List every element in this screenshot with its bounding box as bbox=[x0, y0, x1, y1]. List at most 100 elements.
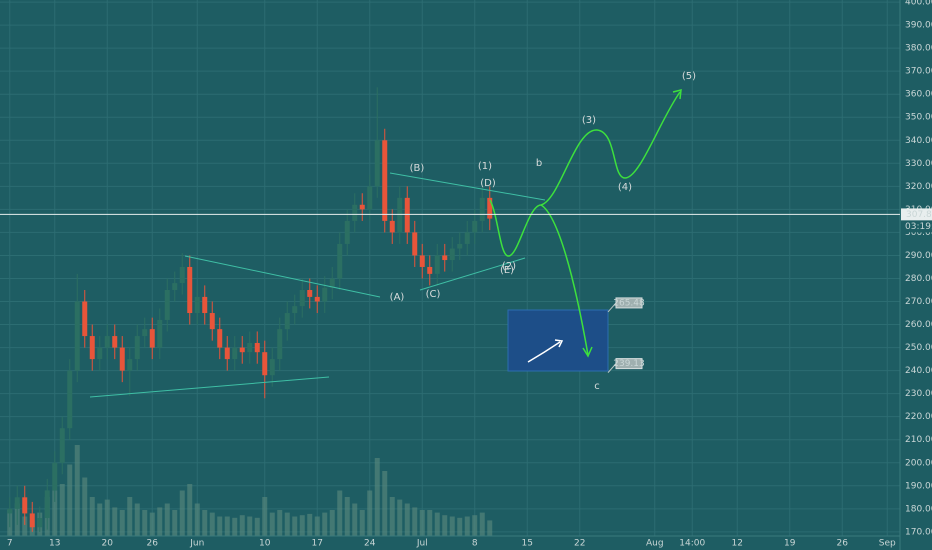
y-tick-label: 370.00 bbox=[905, 67, 932, 77]
arrow-head bbox=[582, 346, 593, 358]
volume-bar bbox=[209, 512, 215, 536]
volume-bar bbox=[434, 512, 440, 536]
volume-bar bbox=[179, 490, 185, 536]
wave-label: (C) bbox=[426, 289, 441, 300]
wave-label: c bbox=[594, 381, 600, 392]
candle-body bbox=[277, 329, 283, 360]
x-tick-label: 8 bbox=[472, 539, 478, 549]
y-tick-label: 350.00 bbox=[905, 113, 932, 123]
candle-body bbox=[374, 140, 380, 187]
volume-bar bbox=[127, 497, 133, 536]
candle-body bbox=[359, 204, 365, 210]
y-tick-label: 390.00 bbox=[905, 21, 932, 31]
y-tick-label: 240.00 bbox=[905, 366, 932, 376]
candle-body bbox=[472, 220, 478, 233]
volume-bar bbox=[149, 512, 155, 536]
volume-bar bbox=[359, 510, 365, 536]
last-price-box bbox=[901, 208, 932, 221]
wave-label: (A) bbox=[390, 292, 405, 303]
wave-label: (5) bbox=[682, 71, 696, 82]
candle-body bbox=[232, 347, 238, 360]
volume-bar bbox=[82, 477, 88, 536]
candle-body bbox=[487, 197, 493, 219]
candle-body bbox=[134, 336, 140, 360]
candle-body bbox=[67, 370, 73, 429]
candle-body bbox=[479, 197, 485, 221]
candle-body bbox=[119, 347, 125, 371]
volume-bar bbox=[104, 499, 110, 536]
trendline bbox=[419, 257, 526, 291]
x-tick-label: Jun bbox=[189, 539, 204, 549]
candle-body bbox=[442, 255, 448, 261]
candle-body bbox=[397, 197, 403, 233]
candle-body bbox=[187, 266, 193, 314]
volume bbox=[7, 445, 493, 536]
volume-bar bbox=[314, 516, 320, 536]
candle-body bbox=[209, 313, 215, 330]
volume-bar bbox=[329, 510, 335, 536]
y-tick-label: 400.00 bbox=[905, 0, 932, 8]
wave-label: (4) bbox=[618, 182, 632, 193]
candle-body bbox=[22, 497, 28, 514]
projection bbox=[540, 204, 589, 356]
candle-body bbox=[307, 289, 313, 297]
volume-bar bbox=[367, 490, 373, 536]
volume-bar bbox=[97, 503, 103, 536]
volume-bar bbox=[89, 497, 95, 536]
volume-bar bbox=[277, 510, 283, 536]
callout-label: 239.13 bbox=[613, 359, 645, 369]
volume-bar bbox=[397, 499, 403, 536]
x-tick-label: 26 bbox=[147, 539, 159, 549]
candle-body bbox=[89, 336, 95, 360]
candle-body bbox=[202, 296, 208, 314]
y-tick-label: 330.00 bbox=[905, 159, 932, 169]
volume-bar bbox=[262, 497, 268, 536]
volume-bar bbox=[389, 497, 395, 536]
wave-label: (2) bbox=[502, 261, 516, 272]
x-tick-label: 10 bbox=[259, 539, 271, 549]
wave-label: (B) bbox=[410, 163, 425, 174]
candle-body bbox=[299, 289, 305, 307]
candle-body bbox=[179, 266, 185, 284]
candle-body bbox=[44, 490, 50, 519]
callout-box bbox=[615, 358, 643, 370]
wave-label: (D) bbox=[480, 178, 496, 189]
volume-bar bbox=[344, 497, 350, 536]
wave-label: b bbox=[536, 158, 542, 169]
volume-bar bbox=[464, 516, 470, 536]
volume-bar bbox=[374, 458, 380, 536]
x-tick-label: 7 bbox=[7, 539, 13, 549]
countdown-label: 03:19:14 bbox=[905, 222, 932, 232]
candle-body bbox=[352, 204, 358, 221]
volume-bar bbox=[157, 507, 163, 536]
x-tick-label: 15 bbox=[522, 539, 533, 549]
candle-body bbox=[292, 306, 298, 314]
candle-body bbox=[247, 342, 253, 353]
candle-body bbox=[142, 329, 148, 337]
projection bbox=[489, 91, 681, 257]
candle-body bbox=[52, 462, 58, 491]
y-tick-label: 190.00 bbox=[905, 481, 932, 491]
volume-bar bbox=[479, 512, 485, 536]
candle-body bbox=[419, 255, 425, 267]
y-tick-label: 260.00 bbox=[905, 320, 932, 330]
candle-body bbox=[389, 220, 395, 233]
y-tick-label: 290.00 bbox=[905, 251, 932, 261]
volume-bar bbox=[307, 513, 313, 536]
y-tick-label: 230.00 bbox=[905, 389, 932, 399]
volume-bar bbox=[412, 507, 418, 536]
volume-bar bbox=[352, 503, 358, 536]
volume-bar bbox=[254, 517, 260, 536]
candle-body bbox=[157, 319, 163, 348]
last-price-label: 307.81 bbox=[906, 210, 932, 220]
volume-bar bbox=[382, 471, 388, 536]
callout-line bbox=[607, 302, 617, 313]
candle-body bbox=[224, 347, 230, 360]
x-tick-label: 22 bbox=[574, 539, 585, 549]
volume-bar bbox=[164, 503, 170, 536]
drawings bbox=[89, 89, 682, 398]
x-tick-label: 20 bbox=[102, 539, 114, 549]
volume-bar bbox=[142, 510, 148, 536]
wave-label: (3) bbox=[582, 115, 596, 126]
candle-body bbox=[382, 140, 388, 221]
